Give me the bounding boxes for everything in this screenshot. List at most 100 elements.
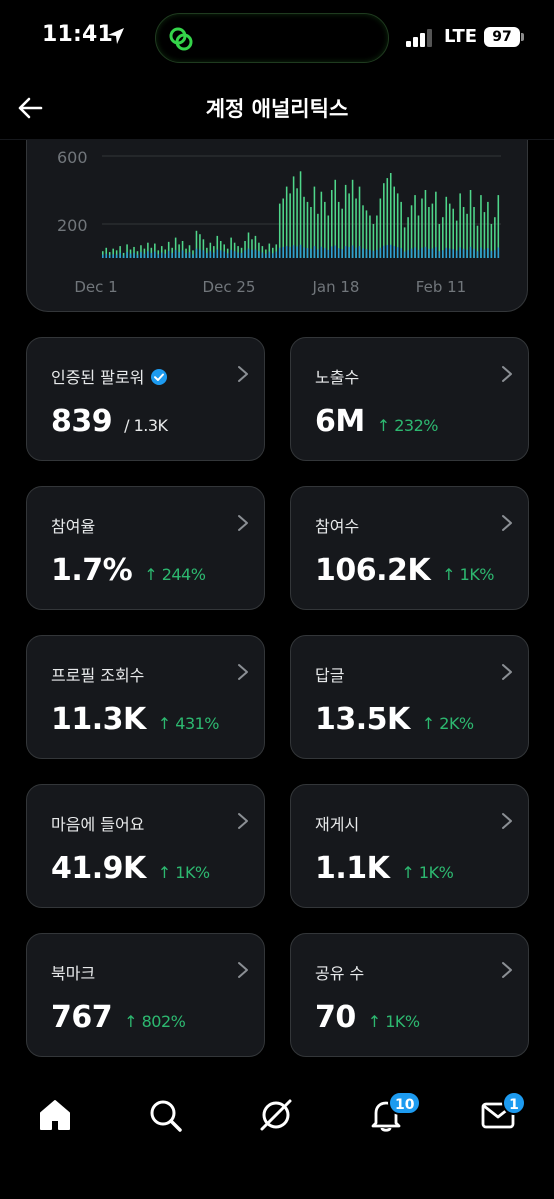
metric-card[interactable]: 프로필 조회수 11.3K ↑ 431%: [26, 635, 265, 759]
chart-bar-secondary: [483, 249, 486, 258]
messages-badge: 1: [502, 1091, 526, 1115]
chart-bar: [379, 198, 382, 258]
metric-card[interactable]: 노출수 6M ↑ 232%: [290, 337, 529, 461]
chart-bar: [497, 195, 500, 258]
chart-bar: [383, 183, 385, 258]
chart-bar-secondary: [226, 253, 229, 258]
chart-bar: [417, 215, 420, 258]
chart-bar: [195, 230, 198, 258]
status-time: 11:41: [42, 22, 114, 47]
chart-bar: [334, 179, 337, 258]
notifications-tab[interactable]: 10: [366, 1091, 422, 1135]
chart-bar-secondary: [296, 246, 298, 258]
chart-bar-secondary: [282, 246, 284, 258]
metric-value: 11.3K: [51, 702, 146, 737]
chart-bar: [202, 239, 205, 258]
link-icon: [169, 27, 193, 51]
chart-bar: [247, 232, 250, 258]
chart-bar-secondary: [497, 247, 500, 258]
chart-bar: [230, 237, 232, 258]
search-icon[interactable]: [145, 1095, 185, 1135]
chart-bar: [414, 195, 416, 258]
metric-label-text: 노출수: [315, 368, 360, 387]
chart-bar-secondary: [209, 251, 212, 258]
chart-bar: [396, 193, 399, 258]
chart-bar-secondary: [369, 249, 371, 258]
chart-bar: [292, 176, 295, 258]
chart-bar: [424, 190, 427, 258]
chart-bar-secondary: [348, 247, 350, 258]
metric-card[interactable]: 공유 수 70 ↑ 1K%: [290, 933, 529, 1057]
chart-bar-secondary: [476, 251, 479, 258]
chart-bar: [483, 212, 486, 258]
metric-value-row: 1.1K ↑ 1K%: [315, 851, 454, 886]
chart-bar-secondary: [389, 244, 392, 258]
chart-bar-secondary: [403, 251, 406, 258]
chart-bar-secondary: [164, 253, 167, 258]
chart-bar: [362, 205, 364, 258]
chart-bar-secondary: [133, 252, 135, 258]
metric-card[interactable]: 북마크 767 ↑ 802%: [26, 933, 265, 1057]
chart-bar: [167, 241, 170, 258]
grok-icon[interactable]: [256, 1095, 296, 1135]
chevron-right-icon: [502, 515, 512, 531]
home-icon[interactable]: [35, 1095, 75, 1135]
metric-label: 마음에 들어요: [51, 811, 144, 835]
metric-change: ↑ 244%: [144, 565, 206, 584]
chart-bar-secondary: [448, 248, 451, 258]
metric-change: ↑ 232%: [376, 416, 439, 435]
chart-bar: [174, 237, 177, 258]
metric-card[interactable]: 참여수 106.2K ↑ 1K%: [290, 486, 529, 610]
chart-bar: [188, 245, 191, 258]
metric-card[interactable]: 참여율 1.7% ↑ 244%: [26, 486, 265, 610]
chart-bar: [154, 243, 156, 258]
chevron-right-icon: [238, 813, 248, 829]
chart-bar-secondary: [462, 248, 465, 258]
chart-bar: [289, 193, 291, 258]
chart-bar-secondary: [199, 249, 201, 258]
chart-bar: [431, 203, 434, 258]
chart-bar: [258, 242, 260, 258]
chart-bar-secondary: [362, 248, 364, 258]
chart-bar-secondary: [473, 248, 475, 258]
y-tick-label: 200: [57, 216, 88, 235]
chart-bar: [369, 215, 371, 258]
header-bar: [0, 76, 554, 140]
chart-bar-secondary: [358, 246, 361, 258]
y-tick-label: 600: [57, 148, 88, 167]
back-arrow-icon[interactable]: [16, 94, 44, 122]
chart-bar-secondary: [188, 252, 191, 258]
chart-bar-secondary: [431, 248, 434, 258]
chart-bar-secondary: [233, 251, 236, 258]
chart-bar-secondary: [469, 246, 472, 258]
metric-label: 참여수: [315, 513, 359, 537]
messages-tab[interactable]: 1: [478, 1091, 526, 1135]
metric-card[interactable]: 답글 13.5K ↑ 2K%: [290, 635, 529, 759]
chart-bar: [386, 178, 389, 258]
metric-card[interactable]: 마음에 들어요 41.9K ↑ 1K%: [26, 784, 265, 908]
chart-bar: [160, 246, 163, 258]
chart-bar: [355, 198, 357, 258]
chart-bar-secondary: [157, 254, 160, 258]
metric-value: 13.5K: [315, 702, 410, 737]
chart-bar-secondary: [337, 248, 340, 258]
chart-bar-secondary: [174, 249, 177, 258]
chart-bar-secondary: [102, 254, 104, 258]
metric-value-row: 41.9K ↑ 1K%: [51, 851, 210, 886]
metric-card[interactable]: 인증된 팔로워 839 / 1.3K: [26, 337, 265, 461]
chart-bar-secondary: [480, 247, 482, 258]
chart-bar: [490, 224, 493, 258]
chart-bar: [119, 246, 121, 258]
chart-bar: [455, 220, 458, 258]
chart-bar-secondary: [428, 248, 430, 258]
chart-bar: [410, 205, 413, 258]
metric-label-text: 공유 수: [315, 964, 365, 983]
chart-bar-secondary: [192, 254, 194, 258]
chart-bar: [272, 247, 274, 258]
dynamic-island: [155, 13, 389, 63]
metric-card[interactable]: 재게시 1.1K ↑ 1K%: [290, 784, 529, 908]
chart-bar-secondary: [410, 248, 413, 258]
chart-bar: [126, 244, 128, 258]
chart-bar-secondary: [365, 249, 368, 258]
chart-bar-secondary: [219, 250, 222, 258]
